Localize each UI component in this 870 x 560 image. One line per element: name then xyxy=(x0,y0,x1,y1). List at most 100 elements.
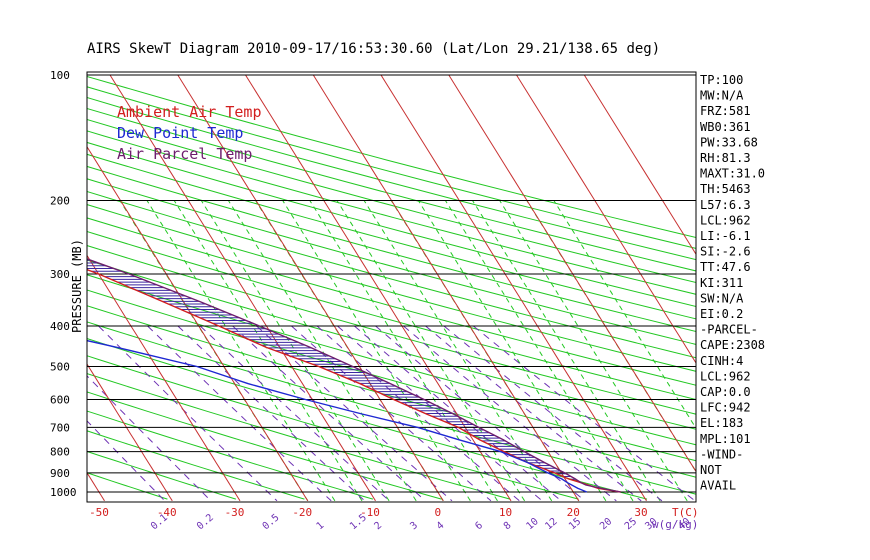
mixing-ratio-lines xyxy=(87,325,696,502)
legend-entry: Dew Point Temp xyxy=(117,124,243,142)
index-label: TT:47.6 xyxy=(700,260,751,274)
mixing-ratio-line xyxy=(87,420,166,502)
pressure-tick-label: 900 xyxy=(50,467,70,480)
dry-adiabat-line xyxy=(87,289,696,462)
mixing-ratio-label: 20 xyxy=(598,516,614,532)
index-label: PW:33.68 xyxy=(700,135,758,149)
moist-adiabat-line xyxy=(499,200,688,502)
isotherm-line xyxy=(87,471,105,502)
dry-adiabat-line xyxy=(87,217,696,386)
index-label: AVAIL xyxy=(700,479,736,493)
index-label: -PARCEL- xyxy=(700,323,758,337)
dewpoint-temp-line xyxy=(87,339,588,493)
index-label: L57:6.3 xyxy=(700,198,751,212)
bottom-temp-tick-label: -30 xyxy=(225,506,245,519)
mixing-ratio-label: 8 xyxy=(502,520,514,532)
mixing-ratio-label: 6 xyxy=(473,520,485,532)
isotherm-line xyxy=(0,75,37,501)
pressure-tick-label: 600 xyxy=(50,393,70,406)
mixing-ratio-line xyxy=(232,325,426,502)
index-label: FRZ:581 xyxy=(700,104,751,118)
mixing-ratio-line xyxy=(337,325,543,502)
moist-adiabat-line xyxy=(309,200,498,502)
mixing-ratio-line xyxy=(316,325,520,502)
dry-adiabat-line xyxy=(87,204,696,372)
moist-adiabat-line xyxy=(146,200,336,502)
index-label: MAXT:31.0 xyxy=(700,167,765,181)
mixing-ratio-label: 3 xyxy=(408,520,420,532)
moist-adiabat-line xyxy=(444,200,634,502)
mixing-ratio-line xyxy=(473,325,696,502)
mixing-ratio-line xyxy=(98,325,278,502)
pressure-tick-label: 100 xyxy=(50,69,70,82)
isotherm-line xyxy=(583,74,696,256)
dry-adiabat-line xyxy=(87,141,696,307)
mixing-ratio-label: 4 xyxy=(435,520,447,532)
dry-adiabat-line xyxy=(87,450,237,500)
pressure-tick-label: 400 xyxy=(50,320,70,333)
mixing-unit-label: w(g/kg) xyxy=(652,518,698,531)
index-label: EL:183 xyxy=(700,416,743,430)
mixing-ratio-line xyxy=(177,325,366,502)
index-label: SI:-2.6 xyxy=(700,245,751,259)
mixing-ratio-line xyxy=(425,325,642,502)
moist-adiabat-line xyxy=(173,200,363,502)
index-label: TH:5463 xyxy=(700,182,751,196)
index-label: -WIND- xyxy=(700,447,743,461)
moist-adiabat-line xyxy=(336,200,526,502)
index-label: CAPE:2308 xyxy=(700,338,765,352)
moist-adiabat-line xyxy=(417,200,607,502)
index-label: WB0:361 xyxy=(700,120,751,134)
cape-hatching xyxy=(87,259,612,491)
mixing-ratio-line xyxy=(256,325,453,502)
isotherm-line xyxy=(380,74,647,502)
bottom-temp-tick-label: 30 xyxy=(634,506,647,519)
pressure-tick-label: 800 xyxy=(50,446,70,459)
mixing-ratio-label: 12 xyxy=(543,516,559,532)
dry-adiabat-line xyxy=(87,321,696,495)
bottom-temp-tick-label: 20 xyxy=(567,506,580,519)
moist-adiabat-line xyxy=(200,200,390,502)
moist-adiabat-line xyxy=(472,200,661,502)
moist-adiabat-line xyxy=(227,200,417,502)
dry-adiabat-line xyxy=(87,259,696,430)
mixing-ratio-label: 1 xyxy=(315,520,327,532)
pressure-tick-label: 700 xyxy=(50,421,70,434)
mixing-ratio-line xyxy=(403,325,617,502)
index-label: LFC:942 xyxy=(700,401,751,415)
dry-adiabat-line xyxy=(87,410,374,500)
index-label: EI:0.2 xyxy=(700,307,743,321)
index-label: MPL:101 xyxy=(700,432,751,446)
index-label: LCL:962 xyxy=(700,369,751,383)
bottom-temp-tick-label: -20 xyxy=(292,506,312,519)
isotherm-line xyxy=(109,74,376,502)
bottom-temp-tick-label: -50 xyxy=(89,506,109,519)
dry-adiabat-line xyxy=(87,107,696,272)
isotherm-line xyxy=(87,145,309,502)
parcel-temp-line xyxy=(87,258,621,493)
isotherm-line xyxy=(245,74,512,502)
dry-adiabat-line xyxy=(87,373,511,500)
moist-adiabats xyxy=(119,200,696,502)
mixing-ratio-label: 2 xyxy=(372,520,384,532)
dry-adiabat-line xyxy=(87,305,696,478)
bottom-temp-tick-label: -10 xyxy=(360,506,380,519)
index-label: LI:-6.1 xyxy=(700,229,751,243)
plot-frame xyxy=(86,71,697,503)
mixing-ratio-line xyxy=(147,325,332,502)
isotherm-line xyxy=(87,254,241,502)
index-label: KI:311 xyxy=(700,276,743,290)
dry-adiabat-line xyxy=(87,118,696,283)
mixing-ratio-label: 10 xyxy=(524,516,540,532)
dry-adiabat-line xyxy=(87,355,579,500)
y-axis-label: PRESSURE (MB) xyxy=(70,239,84,333)
index-label: SW:N/A xyxy=(700,291,744,305)
dry-adiabat-line xyxy=(87,96,696,261)
dry-adiabat-line xyxy=(87,430,305,500)
legend-entry: Air Parcel Temp xyxy=(117,145,252,163)
bottom-temp-tick-label: 10 xyxy=(499,506,512,519)
moist-adiabat-line xyxy=(363,200,553,502)
mixing-ratio-line xyxy=(199,325,390,502)
ambient-temp-line xyxy=(87,268,621,493)
